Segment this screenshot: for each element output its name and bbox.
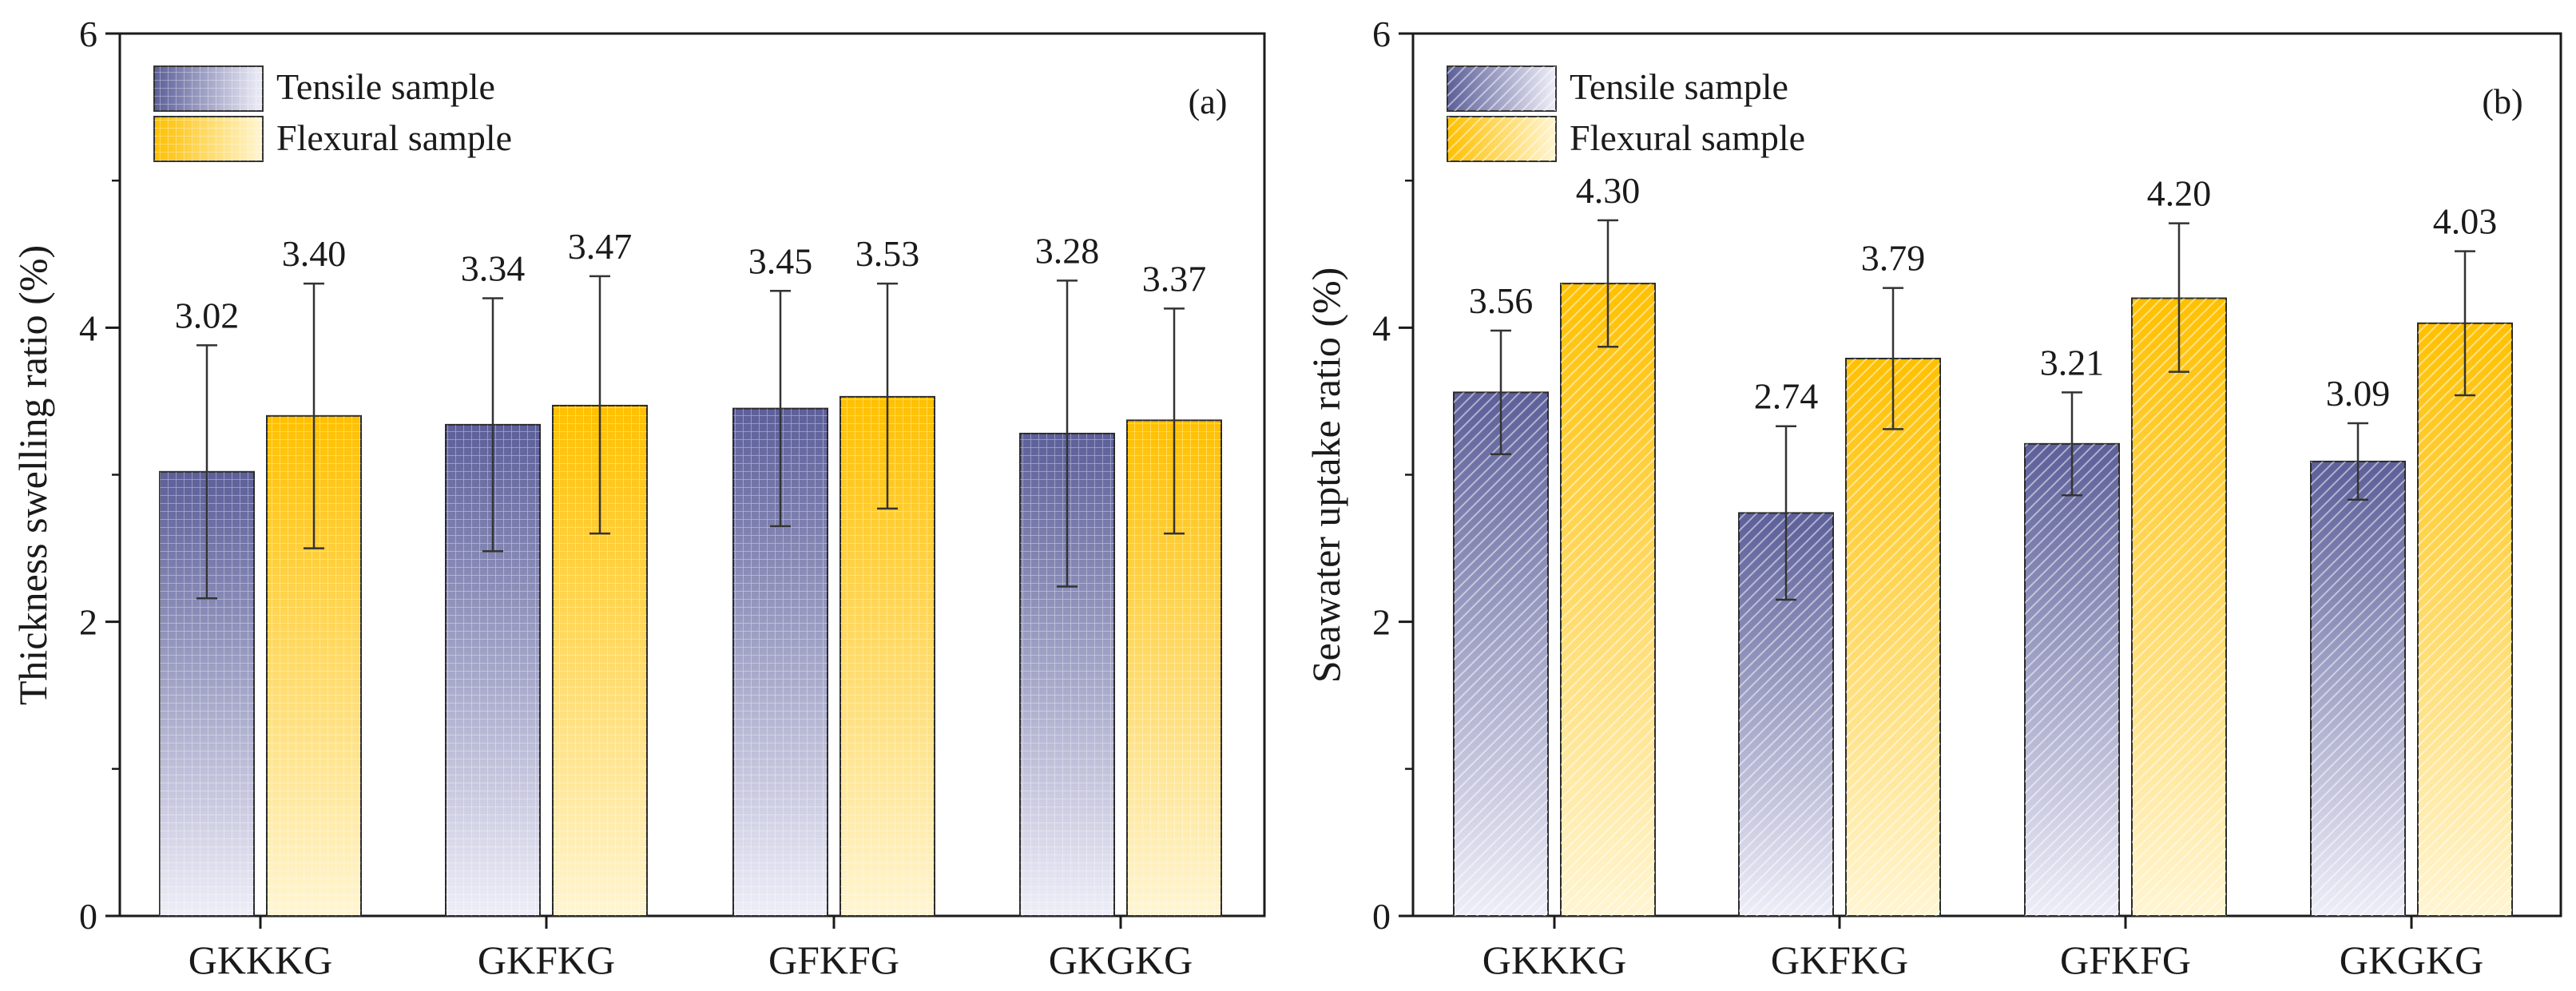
bars bbox=[159, 395, 1222, 918]
value-label-tensile: 3.34 bbox=[461, 248, 526, 289]
x-tick-label: GKFKG bbox=[1771, 937, 1908, 982]
value-label-tensile: 3.21 bbox=[2040, 342, 2105, 383]
legend-item-tensile: Tensile sample bbox=[153, 65, 495, 112]
value-labels: 3.56 4.30 2.74 3.79 3.21 4.20 3.09 4.03 bbox=[1469, 170, 2498, 417]
value-label-flexural: 4.03 bbox=[2433, 201, 2498, 242]
value-label-flexural: 3.47 bbox=[568, 226, 633, 267]
bar-pattern-tensile bbox=[2311, 461, 2405, 916]
y-tick-label: 4 bbox=[79, 307, 97, 348]
x-tick-label: GFKFG bbox=[2060, 937, 2191, 982]
error-bars bbox=[196, 275, 1185, 600]
y-tick-label: 2 bbox=[79, 602, 97, 643]
value-label-flexural: 3.40 bbox=[282, 233, 347, 274]
x-tick-label: GKFKG bbox=[478, 937, 615, 982]
legend: Tensile sample Flexural sample bbox=[1447, 65, 1805, 162]
error-bars bbox=[1490, 219, 2475, 601]
y-tick-label: 0 bbox=[1372, 896, 1391, 937]
legend-item-flexural: Flexural sample bbox=[1447, 116, 1805, 162]
panel-label: (b) bbox=[2482, 82, 2522, 121]
x-axis-labels: GKKKG GKFKG GFKFG GKGKG bbox=[1482, 916, 2484, 982]
value-label-tensile: 3.56 bbox=[1469, 280, 1534, 321]
x-axis-labels: GKKKG GKFKG GFKFG GKGKG bbox=[189, 916, 1193, 982]
legend-label-flexural: Flexural sample bbox=[1570, 117, 1805, 158]
x-tick-label: GKKKG bbox=[189, 937, 333, 982]
legend-swatch-flexural-pattern bbox=[1447, 117, 1556, 161]
value-label-flexural: 3.37 bbox=[1142, 258, 1207, 299]
y-tick-label: 6 bbox=[79, 14, 97, 54]
legend-item-flexural: Flexural sample bbox=[153, 116, 512, 162]
legend-swatch-tensile-pattern bbox=[1447, 66, 1556, 111]
x-tick-label: GFKFG bbox=[768, 937, 899, 982]
x-tick-label: GKGKG bbox=[2340, 937, 2484, 982]
panel-b: Seawater uptake ratio (%) (b) Tensile sa… bbox=[1304, 14, 2562, 982]
value-label-tensile: 3.09 bbox=[2326, 373, 2391, 414]
y-tick-label: 2 bbox=[1372, 602, 1391, 643]
panel-label: (a) bbox=[1189, 82, 1228, 121]
bar-pattern-flexural bbox=[1846, 359, 1940, 917]
panel-a: Thickness swelling ratio (%) (a) Tensile… bbox=[10, 14, 1266, 982]
value-label-flexural: 3.79 bbox=[1861, 238, 1926, 279]
y-tick-label: 6 bbox=[1372, 14, 1391, 54]
bar-pattern-flexural bbox=[1561, 283, 1655, 916]
value-label-flexural: 4.30 bbox=[1576, 170, 1641, 211]
legend-label-tensile: Tensile sample bbox=[276, 66, 495, 107]
legend: Tensile sample Flexural sample bbox=[153, 65, 512, 162]
value-label-tensile: 3.28 bbox=[1035, 230, 1100, 271]
y-axis-ticks: 0 2 4 6 bbox=[1372, 14, 1413, 937]
y-axis-title: Seawater uptake ratio (%) bbox=[1304, 268, 1348, 684]
y-axis-title: Thickness swelling ratio (%) bbox=[10, 245, 55, 705]
value-labels: 3.02 3.40 3.34 3.47 3.45 3.53 3.28 3.37 bbox=[175, 226, 1207, 336]
legend-swatch-tensile-pattern bbox=[154, 66, 263, 111]
legend-swatch-flexural-pattern bbox=[154, 117, 263, 161]
value-label-flexural: 3.53 bbox=[855, 233, 920, 274]
bar-pattern-tensile bbox=[2025, 443, 2119, 916]
y-tick-label: 0 bbox=[79, 896, 97, 937]
value-label-tensile: 2.74 bbox=[1754, 376, 1819, 417]
value-label-tensile: 3.02 bbox=[175, 295, 240, 335]
legend-item-tensile: Tensile sample bbox=[1447, 65, 1788, 112]
y-tick-label: 4 bbox=[1372, 307, 1391, 348]
legend-label-tensile: Tensile sample bbox=[1570, 66, 1788, 107]
value-label-flexural: 4.20 bbox=[2147, 173, 2212, 214]
legend-label-flexural: Flexural sample bbox=[276, 117, 512, 158]
bar-pattern-flexural bbox=[2418, 323, 2512, 916]
x-tick-label: GKKKG bbox=[1482, 937, 1627, 982]
x-tick-label: GKGKG bbox=[1049, 937, 1193, 982]
y-axis-ticks: 0 2 4 6 bbox=[79, 14, 120, 937]
bar-pattern-tensile bbox=[1454, 392, 1548, 916]
value-label-tensile: 3.45 bbox=[748, 240, 813, 281]
bar-pattern-flexural bbox=[2132, 298, 2226, 916]
